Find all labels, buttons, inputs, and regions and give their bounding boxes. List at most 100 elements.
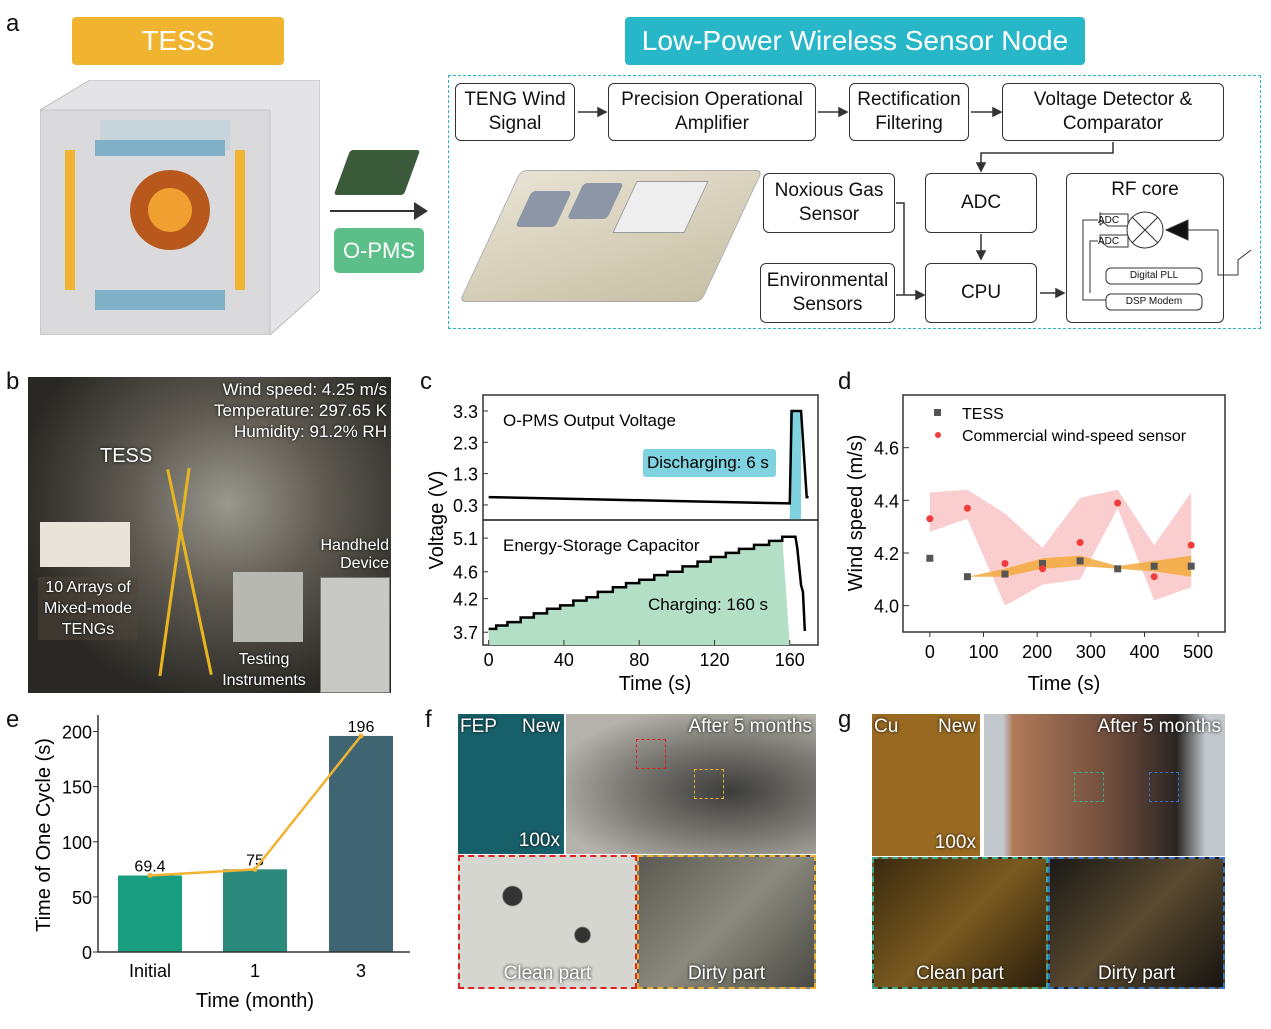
y-axis-label: Wind speed (m/s) [845, 435, 867, 592]
bar-value-label: 69.4 [134, 858, 165, 875]
panel-label-f: f [425, 706, 432, 733]
cu-new-label: New [937, 716, 976, 737]
discharge-shade [789, 410, 802, 520]
annotation: Charging: 160 s [648, 595, 768, 614]
trend-point [252, 866, 258, 872]
x-axis-label: Time (s) [619, 673, 692, 695]
tess-point [963, 573, 971, 581]
panel-label-d: d [838, 368, 852, 395]
rf-digital-pll: Digital PLL [1129, 270, 1179, 281]
rf-adc-1: ADC [1098, 215, 1120, 226]
tess-point [1150, 562, 1158, 570]
voltage-line [488, 409, 809, 505]
commercial-point [1150, 573, 1158, 581]
mine-field-test-photo: Wind speed: 4.25 m/s Temperature: 297.65… [28, 377, 391, 693]
tess-point [1001, 570, 1009, 578]
panel-label-g: g [838, 706, 852, 733]
tess-point [926, 554, 934, 562]
trend-point [147, 872, 153, 878]
arrow-right-icon [330, 210, 420, 212]
x-axis-label: Time (month) [196, 990, 314, 1012]
temperature-readout: Temperature: 297.65 K [214, 401, 387, 420]
tess-device-illustration [39, 79, 321, 336]
commercial-point [1114, 499, 1122, 507]
cu-label: Cu [874, 716, 899, 737]
commercial-point [926, 515, 934, 523]
y-tick-label: 4.2 [453, 590, 478, 610]
trend-point [358, 733, 364, 739]
bar-Initial [118, 875, 182, 952]
teng-arrays-label: 10 Arrays of Mixed-mode TENGs [38, 577, 138, 640]
block-noxious-gas-sensor: Noxious Gas Sensor [763, 173, 895, 233]
charge-fill [488, 536, 790, 645]
y-tick-label: 5.1 [453, 529, 478, 549]
fep-clean-label: Clean part [503, 963, 592, 984]
commercial-point [1076, 538, 1084, 546]
panel-label-a: a [6, 10, 20, 37]
fep-after-label: After 5 months [688, 716, 812, 737]
x-tick-label: 500 [1183, 642, 1213, 662]
panel-label-e: e [6, 706, 20, 733]
node-title-badge: Low-Power Wireless Sensor Node [625, 17, 1085, 65]
x-tick-label: 40 [554, 650, 574, 670]
legend-marker-commercial [935, 432, 941, 438]
cu-clean-part-micrograph: Clean part [872, 857, 1048, 989]
cu-new-micrograph: Cu New 100x [872, 714, 980, 856]
arrow-head-icon [414, 202, 428, 220]
y-tick-label: 3.3 [453, 402, 478, 422]
y-tick-label: 4.4 [874, 491, 899, 511]
y-tick-label: 4.6 [453, 563, 478, 583]
x-tick-label: 160 [775, 650, 805, 670]
x-tick-label: 120 [699, 650, 729, 670]
tess-label: TESS [100, 445, 153, 467]
tess-point [1187, 562, 1195, 570]
humidity-readout: Humidity: 91.2% RH [233, 422, 387, 441]
annotation-bg [643, 449, 776, 477]
panel-label-c: c [420, 368, 432, 395]
commercial-point [963, 504, 971, 512]
x-tick-label: 3 [356, 961, 366, 981]
rf-dsp-modem: DSP Modem [1125, 296, 1183, 307]
error-band [929, 555, 1192, 577]
cu-magnification: 100x [934, 832, 976, 853]
fep-label: FEP [460, 716, 497, 737]
tess-point [1076, 557, 1084, 565]
x-tick-label: 100 [968, 642, 998, 662]
fep-new-label: New [521, 716, 560, 737]
block-precision-amplifier: Precision Operational Amplifier [608, 83, 816, 141]
annotation: Discharging: 6 s [647, 453, 769, 472]
block-voltage-detector: Voltage Detector & Comparator [1002, 83, 1224, 141]
tess-point [1039, 560, 1047, 568]
subplot-label: O-PMS Output Voltage [503, 411, 676, 430]
y-tick-label: 2.3 [453, 433, 478, 453]
y-axis-label: Time of One Cycle (s) [33, 738, 55, 932]
x-axis-label: Time (s) [1028, 673, 1101, 695]
plot-frame [902, 394, 1226, 633]
fep-after-5-months-photo: After 5 months [566, 714, 816, 854]
opms-badge: O-PMS [334, 228, 424, 273]
x-tick-label: 200 [1022, 642, 1052, 662]
y-tick-label: 100 [62, 833, 92, 853]
subplot-label: Energy-Storage Capacitor [503, 536, 700, 555]
block-teng-wind-signal: TENG Wind Signal [455, 83, 575, 141]
cu-clean-label: Clean part [916, 963, 1004, 984]
testing-instruments-label: Testing Instruments [222, 651, 306, 689]
fep-magnification: 100x [518, 830, 560, 851]
block-environmental-sensors: Environmental Sensors [760, 263, 895, 323]
x-tick-label: 80 [629, 650, 649, 670]
x-tick-label: 0 [484, 650, 494, 670]
y-tick-label: 4.2 [874, 544, 899, 564]
legend-label: TESS [962, 406, 1004, 423]
legend-label: Commercial wind-speed sensor [962, 428, 1187, 445]
voltage-line [488, 535, 807, 631]
fep-dirty-part-micrograph: Dirty part [637, 855, 816, 989]
x-tick-label: 1 [250, 961, 260, 981]
commercial-point [1001, 560, 1009, 568]
rf-adc-2: ADC [1098, 236, 1120, 247]
y-tick-label: 4.0 [874, 597, 899, 617]
cu-after-label: After 5 months [1097, 716, 1221, 737]
x-tick-label: 0 [925, 642, 935, 662]
commercial-point [1039, 565, 1047, 573]
cu-dirty-label: Dirty part [1097, 963, 1176, 984]
